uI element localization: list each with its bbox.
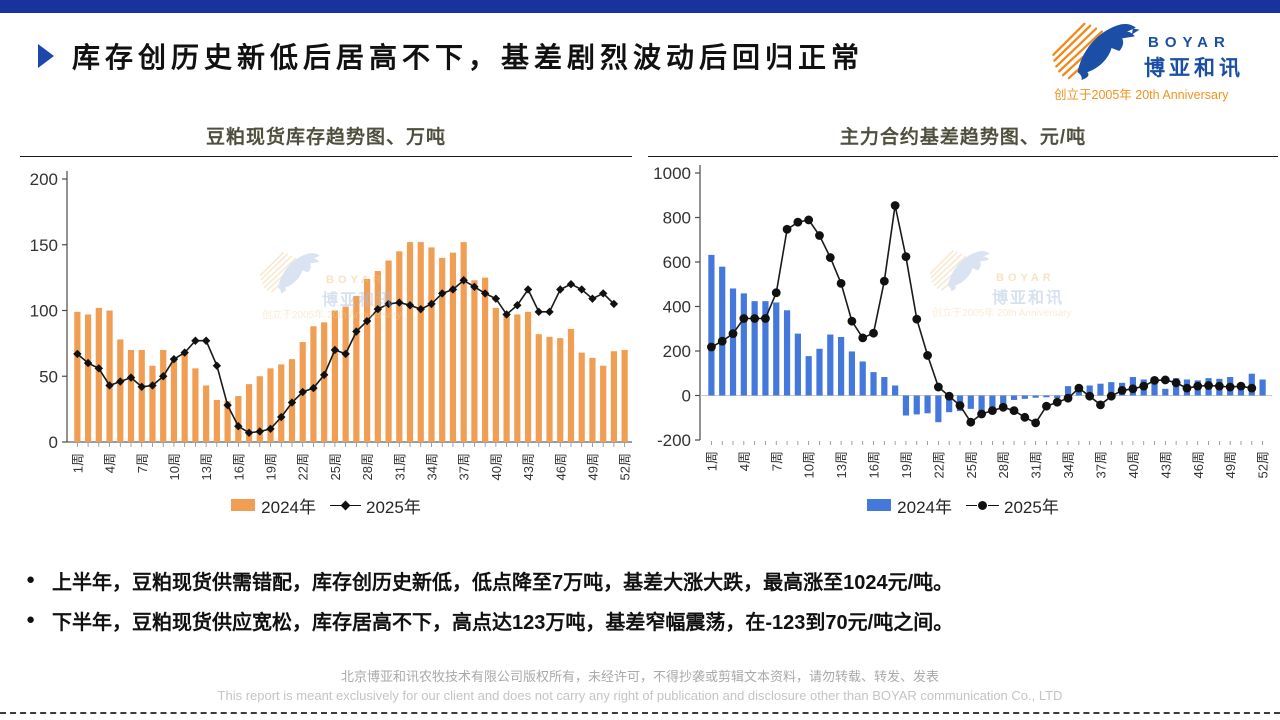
svg-text:1周: 1周 bbox=[70, 453, 85, 473]
bullet-row: ● 下半年，豆粕现货供应宽松，库存居高不下，高点达123万吨，基差窄幅震荡，在-… bbox=[24, 602, 1254, 642]
svg-text:28周: 28周 bbox=[360, 453, 375, 480]
bullet-dot-icon: ● bbox=[26, 611, 36, 628]
svg-text:600: 600 bbox=[663, 253, 691, 272]
legend-label: 2024年 bbox=[897, 497, 952, 517]
svg-text:34周: 34周 bbox=[424, 453, 439, 480]
title-rule bbox=[20, 156, 632, 157]
basis-chart-svg: -200 0 200 400 600 800 1000 1周 4周 7周 10周 13周 16周 19周 2… bbox=[653, 164, 1272, 478]
svg-text:19周: 19周 bbox=[264, 453, 279, 480]
svg-text:25周: 25周 bbox=[328, 453, 343, 480]
footer-copyright-en: This report is meant exclusively for our… bbox=[217, 688, 1063, 703]
svg-text:1周: 1周 bbox=[704, 451, 719, 471]
bullet-text: 下半年，豆粕现货供应宽松，库存居高不下，高点达123万吨，基差窄幅震荡，在-12… bbox=[52, 612, 954, 634]
inventory-chart-title: 豆粕现货库存趋势图、万吨 bbox=[205, 127, 446, 148]
svg-text:150: 150 bbox=[30, 236, 58, 255]
svg-text:200: 200 bbox=[663, 342, 691, 361]
svg-text:4周: 4周 bbox=[737, 451, 752, 471]
title-rule bbox=[648, 156, 1278, 157]
svg-text:10周: 10周 bbox=[802, 451, 817, 478]
svg-text:43周: 43周 bbox=[521, 453, 536, 480]
basis-chart-title: 主力合约基差趋势图、元/吨 bbox=[839, 127, 1087, 148]
summary-bullets: ● 上半年，豆粕现货供需错配，库存创历史新低，低点降至7万吨，基差大涨大跌，最高… bbox=[24, 562, 1254, 642]
svg-text:28周: 28周 bbox=[996, 451, 1011, 478]
footer-copyright-cn: 北京博亚和讯农牧技术有限公司版权所有，未经许可，不得抄袭或剪辑文本资料，请勿转载… bbox=[340, 669, 939, 684]
svg-text:40周: 40周 bbox=[1126, 451, 1141, 478]
svg-text:46周: 46周 bbox=[553, 453, 568, 480]
svg-text:4周: 4周 bbox=[103, 453, 118, 473]
basis-chart-panel: 主力合约基差趋势图、元/吨 -200 0 200 400 600 800 1000 1周 4周 7… bbox=[648, 122, 1278, 518]
svg-text:100: 100 bbox=[30, 302, 58, 321]
logo-tagline: 创立于2005年 20th Anniversary bbox=[1054, 88, 1229, 102]
svg-text:52周: 52周 bbox=[618, 453, 632, 480]
bottom-dashed-divider bbox=[0, 712, 1280, 714]
svg-text:43周: 43周 bbox=[1158, 451, 1173, 478]
bar-swatch-icon bbox=[231, 499, 256, 511]
svg-text:19周: 19周 bbox=[899, 451, 914, 478]
svg-text:16周: 16周 bbox=[867, 451, 882, 478]
svg-text:40周: 40周 bbox=[489, 453, 504, 480]
svg-text:25周: 25周 bbox=[964, 451, 979, 478]
svg-text:13周: 13周 bbox=[834, 451, 849, 478]
basis-chart-legend: 2024年 2025年 bbox=[648, 492, 1278, 518]
svg-text:22周: 22周 bbox=[296, 453, 311, 480]
bullet-text: 上半年，豆粕现货供需错配，库存创历史新低，低点降至7万吨，基差大涨大跌，最高涨至… bbox=[52, 572, 954, 594]
svg-text:22周: 22周 bbox=[931, 451, 946, 478]
svg-text:0: 0 bbox=[49, 433, 58, 452]
inventory-chart-svg: 0 50 100 150 200 1周 4周 7周 10周 13周 16周 19周 22周 25周 28周 3… bbox=[30, 170, 632, 480]
svg-text:46周: 46周 bbox=[1191, 451, 1206, 478]
legend-label: 2025年 bbox=[366, 497, 421, 517]
line-marker-icon bbox=[330, 500, 361, 510]
svg-text:50: 50 bbox=[39, 367, 58, 386]
line-marker-icon bbox=[966, 500, 999, 510]
legend-label: 2025年 bbox=[1004, 497, 1059, 517]
svg-text:31周: 31周 bbox=[392, 453, 407, 480]
svg-text:49周: 49周 bbox=[1223, 451, 1238, 478]
legend-item-2025: 2025年 bbox=[330, 493, 421, 518]
bird-logo-icon bbox=[1052, 22, 1140, 80]
svg-text:200: 200 bbox=[30, 170, 58, 189]
bar-swatch-icon bbox=[867, 499, 892, 511]
legend-label: 2024年 bbox=[261, 497, 316, 517]
svg-text:0: 0 bbox=[682, 387, 691, 406]
top-accent-bar bbox=[0, 0, 1280, 13]
boyar-logo: BOYAR 博亚和讯 创立于2005年 20th Anniversary bbox=[1052, 16, 1262, 106]
svg-text:49周: 49周 bbox=[585, 453, 600, 480]
svg-text:1000: 1000 bbox=[653, 164, 691, 183]
bullet-row: ● 上半年，豆粕现货供需错配，库存创历史新低，低点降至7万吨，基差大涨大跌，最高… bbox=[24, 562, 1254, 602]
legend-item-2024: 2024年 bbox=[231, 493, 316, 518]
svg-text:37周: 37周 bbox=[1093, 451, 1108, 478]
inventory-chart-panel: 豆粕现货库存趋势图、万吨 0 50 100 150 200 1周 4周 7周 10周 13周 16周… bbox=[20, 122, 632, 518]
page-title: 库存创历史新低后居高不下，基差剧烈波动后回归正常 bbox=[72, 42, 865, 73]
svg-text:10周: 10周 bbox=[167, 453, 182, 480]
svg-text:52周: 52周 bbox=[1256, 451, 1271, 478]
legend-item-2024: 2024年 bbox=[867, 493, 952, 518]
svg-text:13周: 13周 bbox=[199, 453, 214, 480]
svg-text:31周: 31周 bbox=[1029, 451, 1044, 478]
svg-text:800: 800 bbox=[663, 209, 691, 228]
svg-text:-200: -200 bbox=[657, 431, 691, 450]
logo-wordmark-cn: 博亚和讯 bbox=[1144, 57, 1244, 80]
logo-wordmark-en: BOYAR bbox=[1148, 34, 1231, 51]
svg-text:16周: 16周 bbox=[231, 453, 246, 480]
inventory-chart-legend: 2024年 2025年 bbox=[20, 492, 632, 518]
svg-text:7周: 7周 bbox=[135, 453, 150, 473]
bullet-dot-icon: ● bbox=[26, 571, 36, 588]
svg-text:7周: 7周 bbox=[769, 451, 784, 471]
svg-text:34周: 34周 bbox=[1061, 451, 1076, 478]
legend-item-2025: 2025年 bbox=[966, 493, 1059, 518]
title-triangle-icon bbox=[38, 44, 54, 68]
svg-text:400: 400 bbox=[663, 298, 691, 317]
svg-text:37周: 37周 bbox=[457, 453, 472, 480]
